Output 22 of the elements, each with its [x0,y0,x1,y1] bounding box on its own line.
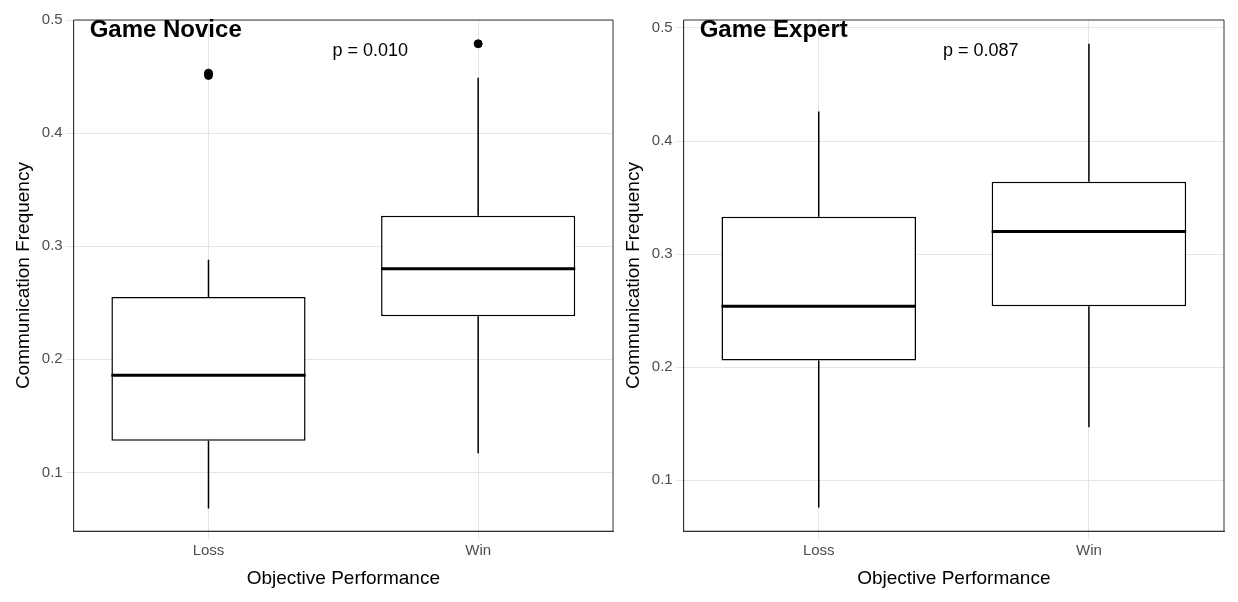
x-axis-title: Objective Performance [857,566,1051,588]
x-tick-label: Loss [802,541,835,559]
chart-title: Game Expert [699,14,848,42]
x-tick-label: Win [465,541,492,559]
x-tick-label: Loss [192,541,225,559]
y-tick-label: 0.1 [41,462,63,480]
y-tick-label: 0.5 [41,10,63,28]
annotation: p = 0.010 [332,39,409,60]
x-axis-title: Objective Performance [246,566,440,588]
y-axis-title: Communication Frequency [11,161,33,390]
annotation: p = 0.087 [943,39,1019,60]
x-tick-label: Win [1075,541,1102,559]
chart-title: Game Novice [89,14,242,42]
y-tick-label: 0.1 [651,470,673,488]
y-axis-title: Communication Frequency [621,161,643,390]
y-tick-label: 0.4 [41,123,63,141]
y-tick-label: 0.3 [651,244,673,262]
y-tick-label: 0.5 [651,18,673,36]
y-tick-label: 0.4 [651,131,673,149]
y-tick-label: 0.2 [651,357,673,375]
y-tick-label: 0.2 [41,349,63,367]
y-tick-label: 0.3 [41,236,63,254]
